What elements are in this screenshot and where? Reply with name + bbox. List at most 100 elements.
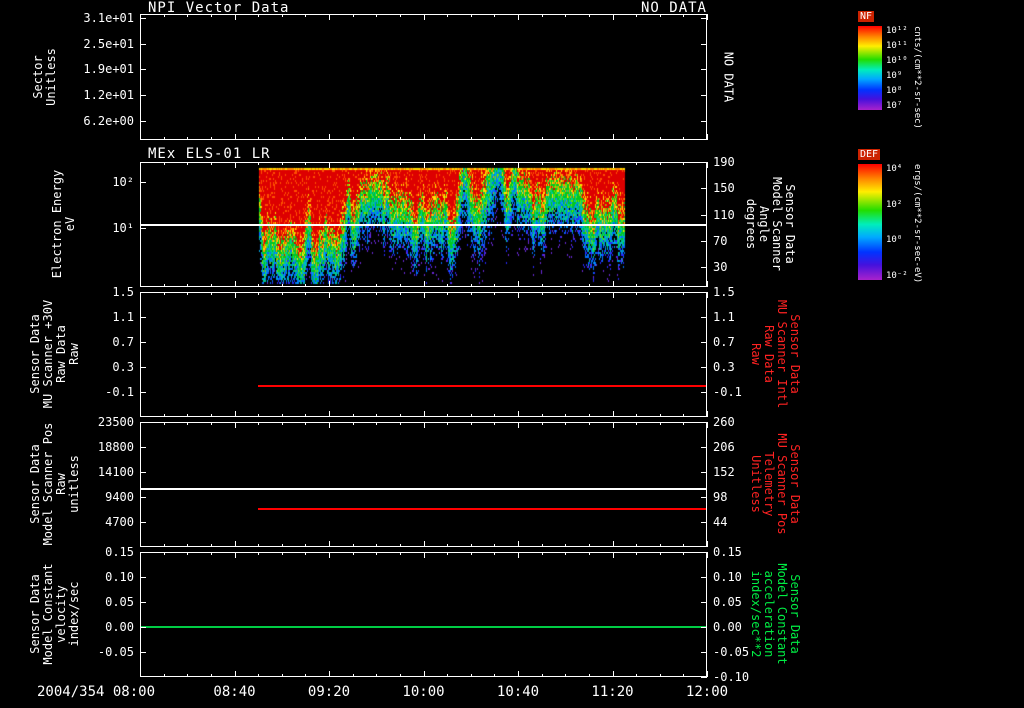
- axis-tick: [210, 14, 212, 17]
- axis-tick: [376, 422, 378, 425]
- axis-tick: [210, 552, 212, 555]
- axis-tick: [140, 577, 146, 578]
- axis-tick: [494, 162, 496, 165]
- colorbar-tick-label: 10¹⁰: [886, 56, 908, 66]
- axis-tick: [258, 414, 260, 417]
- axis-tick: [565, 552, 567, 555]
- axis-tick: [565, 544, 567, 547]
- axis-tick: [423, 422, 425, 428]
- axis-tick: [281, 14, 283, 17]
- axis-tick: [281, 292, 283, 295]
- axis-tick: [659, 14, 661, 17]
- axis-tick: [701, 214, 707, 216]
- axis-tick: [140, 342, 146, 343]
- axis-tick: [329, 671, 330, 677]
- axis-tick: [518, 671, 519, 677]
- data-line-mu-scanner-pos-telemetry: [258, 507, 707, 510]
- axis-tick: [210, 292, 212, 295]
- axis-tick: [683, 14, 685, 17]
- axis-tick: [659, 137, 661, 140]
- axis-tick: [258, 162, 260, 165]
- axis-tick: [234, 552, 236, 558]
- colorbar-def-gradient: [858, 164, 882, 280]
- axis-tick: [494, 14, 496, 17]
- axis-tick: [701, 497, 707, 498]
- axis-tick: [612, 281, 614, 287]
- axis-tick: [258, 422, 260, 425]
- data-line-model-constant-velocity: [140, 626, 707, 628]
- axis-tick: [258, 674, 260, 677]
- axis-tick: [518, 541, 519, 547]
- y-axis-label-scanner-pos: Sensor Data Model Scanner Pos Raw unitle…: [28, 422, 81, 546]
- axis-tick: [352, 292, 354, 295]
- axis-tick: [399, 162, 401, 165]
- axis-tick: [701, 522, 707, 523]
- axis-tick: [187, 284, 189, 287]
- axis-tick: [423, 162, 425, 168]
- y-tick-label: 150: [713, 181, 735, 196]
- axis-tick: [140, 317, 146, 318]
- axis-tick: [636, 422, 638, 425]
- axis-tick: [636, 14, 638, 17]
- axis-tick: [470, 162, 472, 165]
- axis-tick: [518, 14, 519, 20]
- axis-tick: [494, 674, 496, 677]
- axis-tick: [352, 14, 354, 17]
- axis-tick: [234, 14, 236, 20]
- axis-tick: [612, 162, 614, 168]
- axis-tick: [701, 552, 707, 553]
- axis-tick: [376, 14, 378, 17]
- y-tick-label: -0.05: [713, 645, 750, 659]
- axis-tick: [707, 281, 708, 287]
- y-tick-label: 10²: [112, 175, 134, 189]
- axis-tick: [140, 497, 146, 498]
- axis-tick: [352, 674, 354, 677]
- colorbar-tick-label: 10¹²: [886, 26, 908, 36]
- axis-tick: [399, 284, 401, 287]
- axis-tick: [447, 674, 449, 677]
- axis-tick: [701, 121, 707, 123]
- axis-tick: [447, 162, 449, 165]
- axis-tick: [163, 137, 165, 140]
- axis-tick: [187, 14, 189, 17]
- axis-tick: [494, 414, 496, 417]
- axis-tick: [701, 267, 707, 268]
- axis-tick: [187, 162, 189, 165]
- axis-tick: [588, 674, 590, 677]
- axis-tick: [140, 281, 141, 287]
- axis-tick: [399, 552, 401, 555]
- axis-tick: [140, 522, 146, 523]
- axis-tick: [187, 292, 189, 295]
- axis-tick: [140, 627, 146, 628]
- axis-tick: [187, 552, 189, 555]
- axis-tick: [352, 284, 354, 287]
- axis-tick: [541, 162, 543, 165]
- colorbar-tick-label: 10⁹: [886, 71, 903, 81]
- axis-tick: [588, 14, 590, 17]
- axis-tick: [140, 552, 141, 558]
- x-axis-label: 10:40: [496, 684, 540, 700]
- axis-tick: [163, 414, 165, 417]
- axis-tick: [423, 552, 425, 558]
- axis-tick: [140, 69, 146, 71]
- colorbar-tick-label: 10¹¹: [886, 41, 908, 51]
- axis-tick: [210, 674, 212, 677]
- panel-electron-energy: [140, 162, 707, 287]
- y-tick-label: 206: [713, 440, 735, 454]
- colorbar-def-units: ergs/(cm**2-sr-sec-eV): [912, 164, 922, 284]
- axis-tick: [376, 552, 378, 555]
- axis-tick: [258, 544, 260, 547]
- axis-tick: [163, 284, 165, 287]
- axis-tick: [701, 677, 707, 678]
- axis-tick: [399, 422, 401, 425]
- axis-tick: [659, 422, 661, 425]
- x-axis-label: 10:00: [402, 684, 445, 700]
- no-data-annotation: NO DATA: [640, 0, 707, 16]
- axis-tick: [612, 541, 614, 547]
- axis-tick: [140, 95, 146, 97]
- right-label-mu-scanner-intl: Sensor Data MU Scanner Intl Raw Data Raw: [749, 299, 802, 409]
- axis-tick: [163, 292, 165, 295]
- y-tick-label: 152: [713, 465, 735, 479]
- axis-tick: [659, 284, 661, 287]
- axis-tick: [447, 422, 449, 425]
